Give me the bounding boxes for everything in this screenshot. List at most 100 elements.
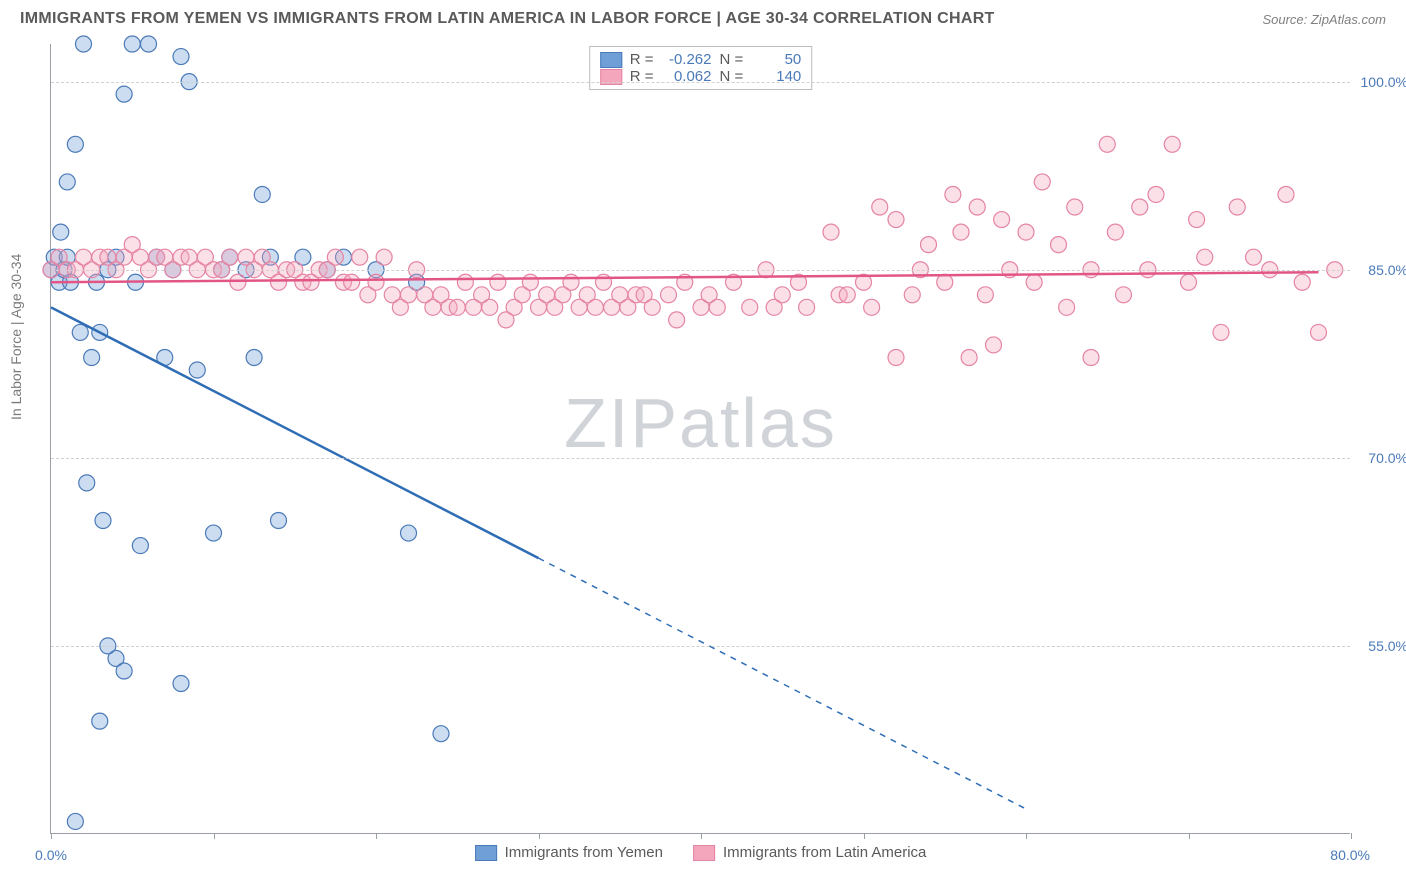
data-point bbox=[1229, 199, 1245, 215]
xtick bbox=[1189, 833, 1190, 839]
data-point bbox=[206, 525, 222, 541]
legend-label-1: Immigrants from Yemen bbox=[505, 844, 663, 861]
data-point bbox=[1059, 299, 1075, 315]
data-point bbox=[433, 726, 449, 742]
plot-area: ZIPatlas R = -0.262 N = 50 R = 0.062 N =… bbox=[50, 44, 1350, 834]
data-point bbox=[67, 136, 83, 152]
data-point bbox=[124, 36, 140, 52]
data-point bbox=[945, 186, 961, 202]
data-point bbox=[839, 287, 855, 303]
data-point bbox=[799, 299, 815, 315]
xtick bbox=[51, 833, 52, 839]
data-point bbox=[1026, 274, 1042, 290]
data-point bbox=[222, 249, 238, 265]
data-point bbox=[352, 249, 368, 265]
data-point bbox=[401, 287, 417, 303]
data-point bbox=[961, 349, 977, 365]
ytick-label: 100.0% bbox=[1361, 74, 1406, 90]
data-point bbox=[1051, 237, 1067, 253]
data-point bbox=[116, 663, 132, 679]
chart-svg bbox=[51, 44, 1350, 833]
data-point bbox=[189, 362, 205, 378]
data-point bbox=[872, 199, 888, 215]
title-row: IMMIGRANTS FROM YEMEN VS IMMIGRANTS FROM… bbox=[0, 0, 1406, 32]
data-point bbox=[1294, 274, 1310, 290]
data-point bbox=[709, 299, 725, 315]
legend-swatch-2 bbox=[693, 845, 715, 861]
xtick bbox=[701, 833, 702, 839]
data-point bbox=[587, 299, 603, 315]
data-point bbox=[774, 287, 790, 303]
data-point bbox=[482, 299, 498, 315]
xtick-label-right: 80.0% bbox=[1330, 847, 1370, 863]
data-point bbox=[116, 86, 132, 102]
data-point bbox=[1107, 224, 1123, 240]
data-point bbox=[1034, 174, 1050, 190]
data-point bbox=[141, 36, 157, 52]
data-point bbox=[977, 287, 993, 303]
data-point bbox=[888, 212, 904, 228]
xtick bbox=[376, 833, 377, 839]
data-point bbox=[67, 813, 83, 829]
data-point bbox=[1099, 136, 1115, 152]
gridline bbox=[51, 270, 1350, 271]
gridline bbox=[51, 646, 1350, 647]
data-point bbox=[888, 349, 904, 365]
data-point bbox=[1164, 136, 1180, 152]
data-point bbox=[449, 299, 465, 315]
data-point bbox=[59, 174, 75, 190]
data-point bbox=[994, 212, 1010, 228]
data-point bbox=[1148, 186, 1164, 202]
data-point bbox=[742, 299, 758, 315]
data-point bbox=[246, 349, 262, 365]
stats-row-1: R = -0.262 N = 50 bbox=[600, 51, 802, 68]
data-point bbox=[1197, 249, 1213, 265]
data-point bbox=[457, 274, 473, 290]
data-point bbox=[327, 249, 343, 265]
xtick-label-left: 0.0% bbox=[35, 847, 67, 863]
gridline bbox=[51, 82, 1350, 83]
data-point bbox=[937, 274, 953, 290]
data-point bbox=[904, 287, 920, 303]
data-point bbox=[95, 513, 111, 529]
data-point bbox=[1181, 274, 1197, 290]
stat-n-label-1: N = bbox=[720, 51, 744, 68]
data-point bbox=[522, 274, 538, 290]
data-point bbox=[864, 299, 880, 315]
data-point bbox=[1189, 212, 1205, 228]
data-point bbox=[1116, 287, 1132, 303]
data-point bbox=[1246, 249, 1262, 265]
data-point bbox=[401, 525, 417, 541]
data-point bbox=[986, 337, 1002, 353]
data-point bbox=[376, 249, 392, 265]
source-label: Source: ZipAtlas.com bbox=[1262, 12, 1386, 27]
stats-box: R = -0.262 N = 50 R = 0.062 N = 140 bbox=[589, 46, 813, 90]
chart-title: IMMIGRANTS FROM YEMEN VS IMMIGRANTS FROM… bbox=[20, 10, 995, 28]
stat-n-value-1: 50 bbox=[751, 51, 801, 68]
data-point bbox=[72, 324, 88, 340]
ytick-label: 85.0% bbox=[1368, 262, 1406, 278]
xtick bbox=[864, 833, 865, 839]
legend-label-2: Immigrants from Latin America bbox=[723, 844, 926, 861]
trend-line-dashed bbox=[539, 558, 1027, 809]
gridline bbox=[51, 458, 1350, 459]
data-point bbox=[1067, 199, 1083, 215]
data-point bbox=[1018, 224, 1034, 240]
y-axis-label: In Labor Force | Age 30-34 bbox=[8, 254, 24, 420]
data-point bbox=[1132, 199, 1148, 215]
data-point bbox=[53, 224, 69, 240]
data-point bbox=[661, 287, 677, 303]
data-point bbox=[1278, 186, 1294, 202]
data-point bbox=[644, 299, 660, 315]
data-point bbox=[953, 224, 969, 240]
xtick bbox=[214, 833, 215, 839]
bottom-legend: Immigrants from Yemen Immigrants from La… bbox=[475, 844, 927, 861]
data-point bbox=[921, 237, 937, 253]
data-point bbox=[563, 274, 579, 290]
data-point bbox=[1311, 324, 1327, 340]
xtick bbox=[539, 833, 540, 839]
data-point bbox=[823, 224, 839, 240]
data-point bbox=[1083, 349, 1099, 365]
data-point bbox=[173, 49, 189, 65]
data-point bbox=[669, 312, 685, 328]
